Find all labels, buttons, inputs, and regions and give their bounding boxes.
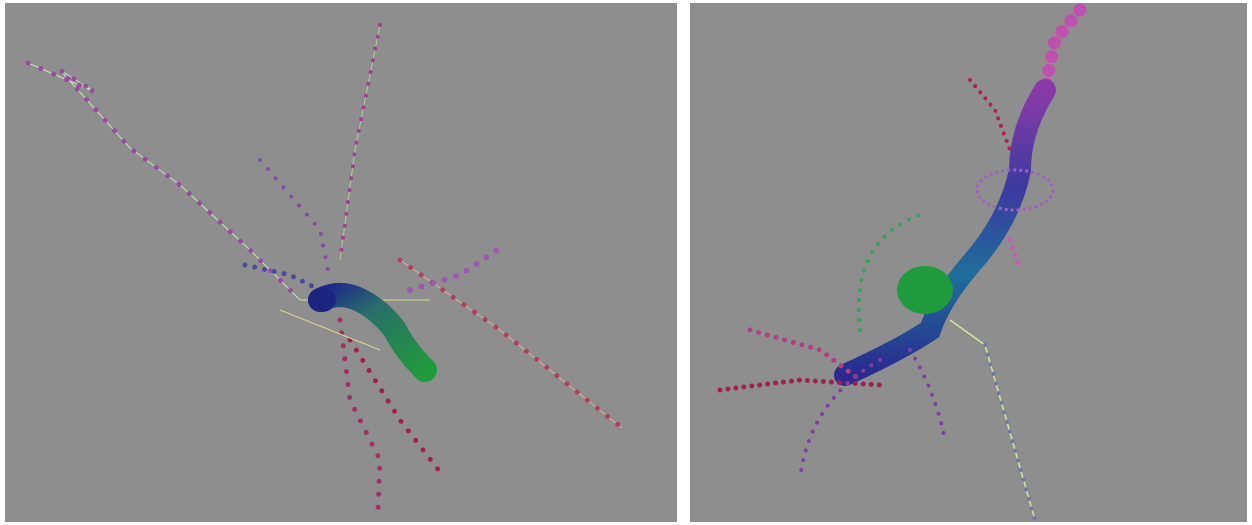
left-panel: [5, 3, 677, 522]
tube-knot: [897, 266, 953, 314]
figure: [0, 0, 1252, 525]
tube-end: [308, 288, 336, 312]
page: [0, 0, 1252, 525]
